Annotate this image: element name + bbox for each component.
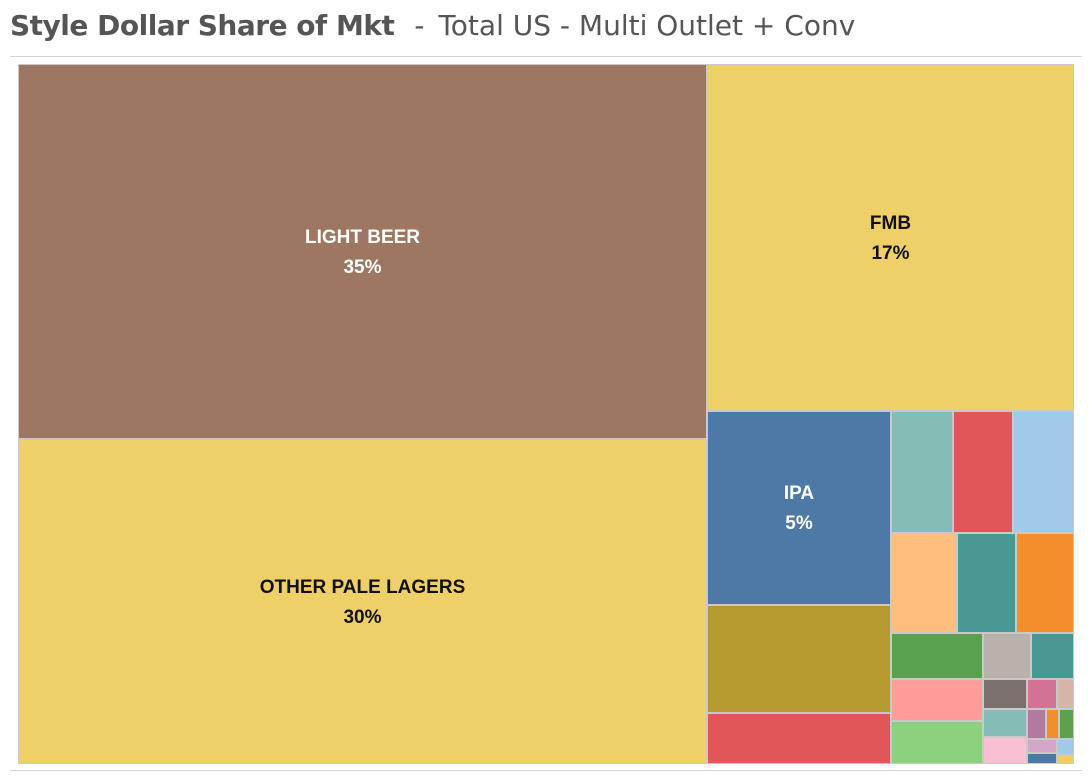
chart-title: Style Dollar Share of Mkt - Total US - Mul…: [10, 6, 855, 46]
treemap-tile-segment-9[interactable]: [891, 533, 957, 633]
treemap-tile-light-beer[interactable]: LIGHT BEER 35%: [18, 64, 707, 439]
treemap-tile-segment-10[interactable]: [957, 533, 1016, 633]
title-separator: -: [414, 9, 425, 42]
title-subtitle: Total US - Multi Outlet + Conv: [438, 9, 856, 42]
treemap-tile-segment-24[interactable]: [983, 737, 1027, 764]
tile-label: IPA: [783, 483, 815, 504]
treemap-tile-segment-20[interactable]: [983, 709, 1027, 737]
treemap-tile-segment-5[interactable]: [707, 713, 891, 764]
tile-label: OTHER PALE LAGERS: [259, 576, 466, 598]
title-main: Style Dollar Share of Mkt: [10, 9, 395, 42]
treemap-tile-segment-23[interactable]: [1059, 709, 1074, 739]
treemap-tile-segment-17[interactable]: [983, 679, 1027, 709]
treemap-tile-segment-25[interactable]: [1027, 739, 1057, 753]
title-divider: [10, 56, 1082, 57]
bottom-divider: [10, 770, 1082, 771]
treemap-tile-segment-21[interactable]: [1027, 709, 1046, 739]
treemap-tile-segment-19[interactable]: [1057, 679, 1074, 709]
treemap-tile-segment-16[interactable]: [891, 721, 983, 764]
treemap-tile-segment-14[interactable]: [1031, 633, 1074, 679]
tile-value-label: 17%: [871, 242, 910, 264]
tile-value-label: 5%: [785, 513, 813, 534]
tile-label: LIGHT BEER: [304, 226, 421, 248]
treemap-tile-ipa[interactable]: IPA 5%: [707, 411, 891, 605]
tile-value-label: 30%: [343, 606, 382, 628]
treemap-tile-segment-27[interactable]: [1027, 753, 1057, 764]
treemap-tile-segment-28[interactable]: [1057, 755, 1074, 764]
treemap-tile-segment-12[interactable]: [891, 633, 983, 679]
tile-label: FMB: [869, 212, 912, 234]
treemap-tile-segment-26[interactable]: [1057, 739, 1074, 755]
treemap-tile-segment-13[interactable]: [983, 633, 1031, 679]
treemap-tile-segment-11[interactable]: [1016, 533, 1074, 633]
treemap-tile-fmb[interactable]: FMB 17%: [707, 64, 1074, 411]
treemap-tile-segment-15[interactable]: [891, 679, 983, 721]
treemap-tile-segment-4[interactable]: [707, 605, 891, 713]
treemap-tile-segment-6[interactable]: [891, 411, 953, 533]
treemap-tile-segment-18[interactable]: [1027, 679, 1057, 709]
treemap-chart: LIGHT BEER 35% OTHER PALE LAGERS 30% FMB 17% I…: [18, 64, 1074, 764]
treemap-tile-other-pale-lagers[interactable]: OTHER PALE LAGERS 30%: [18, 439, 707, 764]
treemap-tile-segment-8[interactable]: [1013, 411, 1074, 533]
treemap-tile-segment-22[interactable]: [1046, 709, 1059, 739]
treemap-tile-segment-7[interactable]: [953, 411, 1013, 533]
tile-value-label: 35%: [343, 256, 382, 278]
